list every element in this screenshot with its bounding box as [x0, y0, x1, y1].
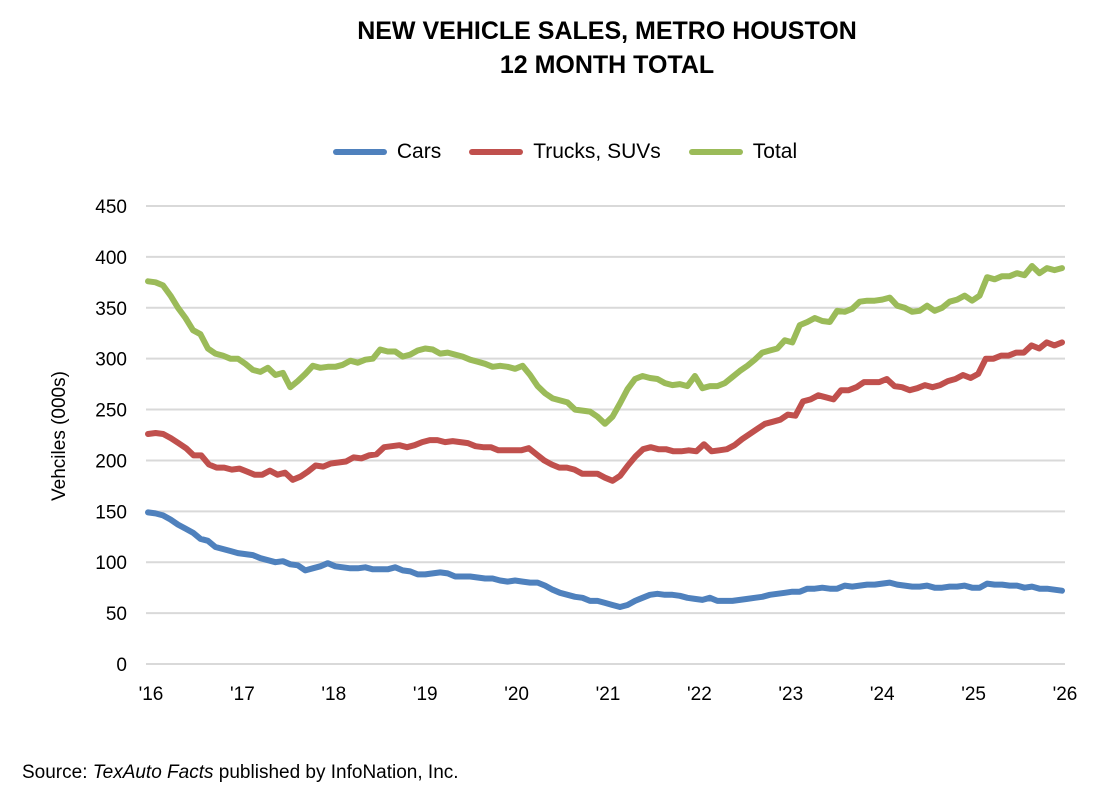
series-line-trucks-suvs	[145, 339, 1065, 484]
legend-item-trucks: Trucks, SUVs	[469, 140, 661, 164]
x-tick-label: '23	[778, 684, 803, 705]
chart-legend: Cars Trucks, SUVs Total	[0, 140, 1117, 164]
legend-label-trucks: Trucks, SUVs	[533, 140, 661, 163]
y-tick-label: 300	[95, 350, 127, 371]
y-tick-label: 0	[116, 655, 127, 676]
chart-title-line-2: 12 MONTH TOTAL	[499, 51, 715, 79]
legend-swatch-trucks	[469, 149, 524, 155]
y-tick-label: 150	[95, 502, 127, 523]
legend-label-cars: Cars	[396, 140, 442, 163]
y-axis-ticks: 0 50 100 150 200 250 300 350 400 450	[95, 197, 127, 676]
chart-title: NEW VEHICLE SALES, METRO HOUSTON 12 MONT…	[0, 14, 1117, 82]
x-tick-label: '24	[870, 684, 895, 705]
x-tick-label: '26	[1053, 684, 1078, 705]
legend-swatch-cars	[332, 149, 387, 155]
source-publication: TexAuto Facts	[92, 762, 214, 783]
x-tick-label: '20	[504, 684, 529, 705]
y-tick-label: 50	[106, 604, 127, 625]
legend-label-total: Total	[752, 140, 798, 163]
x-tick-label: '21	[596, 684, 621, 705]
x-tick-label: '17	[230, 684, 255, 705]
y-tick-label: 400	[95, 248, 127, 269]
legend-swatch-total	[688, 149, 743, 155]
gridlines	[146, 205, 1065, 665]
x-tick-label: '22	[687, 684, 712, 705]
x-axis-ticks: '16 '17 '18 '19 '20 '21 '22 '23 '24 '25 '26	[139, 684, 1078, 705]
series-line-total	[145, 263, 1065, 427]
legend-item-total: Total	[688, 140, 798, 164]
y-tick-label: 250	[95, 401, 127, 422]
x-tick-label: '16	[139, 684, 164, 705]
series-line-cars	[145, 509, 1065, 610]
x-tick-label: '19	[413, 684, 438, 705]
x-tick-label: '18	[321, 684, 346, 705]
source-suffix: published by InfoNation, Inc.	[213, 762, 459, 783]
source-prefix: Source:	[22, 762, 93, 783]
legend-item-cars: Cars	[332, 140, 442, 164]
y-tick-label: 450	[95, 197, 127, 218]
y-tick-label: 350	[95, 299, 127, 320]
y-tick-label: 100	[95, 553, 127, 574]
series-lines	[145, 263, 1065, 610]
source-note: Source: TexAuto Facts published by InfoN…	[22, 762, 459, 784]
y-tick-label: 200	[95, 451, 127, 472]
chart-title-line-1: NEW VEHICLE SALES, METRO HOUSTON	[357, 17, 857, 45]
x-tick-label: '25	[961, 684, 986, 705]
